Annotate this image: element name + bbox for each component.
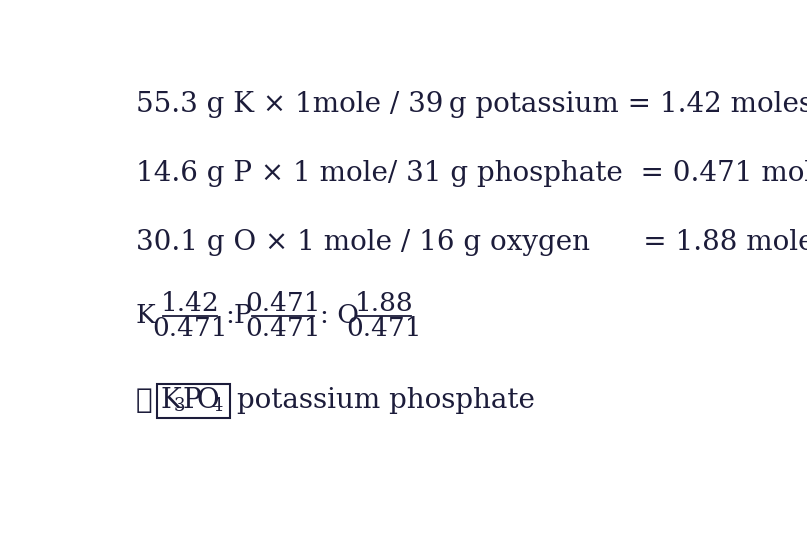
Text: potassium phosphate: potassium phosphate — [236, 387, 534, 414]
Text: O: O — [196, 387, 219, 414]
Text: 4: 4 — [211, 397, 223, 415]
Text: 0.471: 0.471 — [245, 316, 320, 341]
Text: 3: 3 — [174, 397, 186, 415]
Text: 30.1 g O × 1 mole / 16 g oxygen      = 1.88 moles: 30.1 g O × 1 mole / 16 g oxygen = 1.88 m… — [136, 229, 807, 256]
Text: : O: : O — [320, 304, 359, 328]
Text: 55.3 g K × 1mole / 39 g potassium = 1.42 moles: 55.3 g K × 1mole / 39 g potassium = 1.42… — [136, 91, 807, 118]
Text: 0.471: 0.471 — [153, 316, 228, 341]
Text: K: K — [136, 304, 156, 328]
Text: :P: :P — [225, 304, 252, 328]
Text: 14.6 g P × 1 mole/ 31 g phosphate  = 0.471 moles: 14.6 g P × 1 mole/ 31 g phosphate = 0.47… — [136, 160, 807, 187]
Text: 1.88: 1.88 — [354, 291, 413, 316]
Text: 0.471: 0.471 — [245, 291, 320, 316]
Text: 1.42: 1.42 — [161, 291, 220, 316]
Text: P: P — [182, 387, 201, 414]
Text: K: K — [161, 387, 182, 414]
Text: 0.471: 0.471 — [346, 316, 421, 341]
Text: ∴: ∴ — [136, 387, 153, 414]
